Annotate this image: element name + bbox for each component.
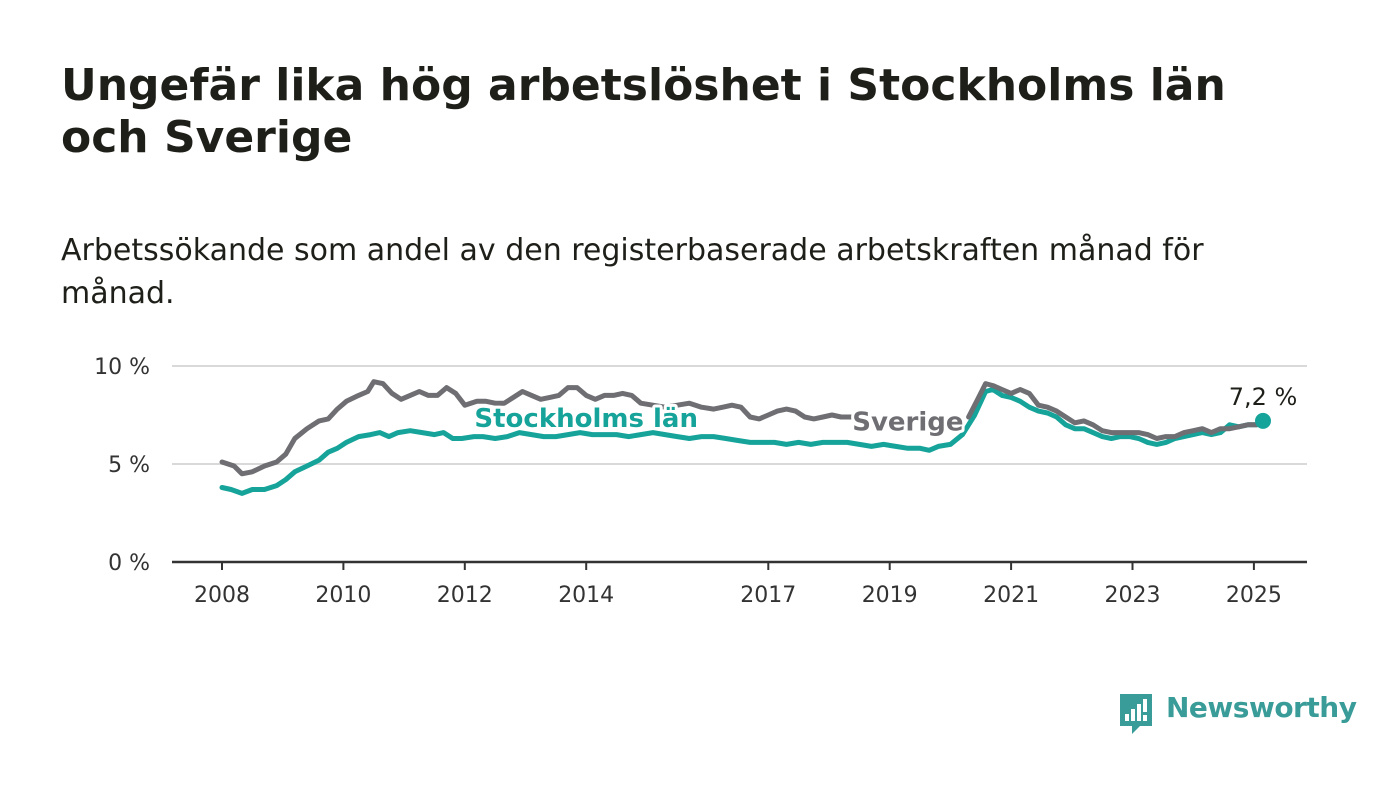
x-tick-label: 2021: [983, 583, 1039, 608]
end-point-marker: [1255, 412, 1272, 429]
series-line-sverige-2: [966, 381, 1266, 441]
x-tick-label: 2019: [862, 583, 918, 608]
series-line-sverige-0: [219, 379, 881, 477]
series-line-stockholms-lan-1: [219, 387, 1266, 496]
x-tick-label: 2014: [558, 583, 614, 608]
series-label-stockholms-lan: Stockholms län: [474, 404, 698, 434]
axes: 0 % 5 % 10 % 2008 2010 2012 2014 2017 2019 2021 20…: [94, 355, 1307, 608]
end-value-label: 7,2 %: [1229, 383, 1298, 411]
newsworthy-logo: Newsworthy: [1118, 690, 1357, 736]
chart-title: Ungefär lika hög arbetslöshet i Stockhol…: [61, 60, 1226, 163]
series-lines: [219, 379, 1266, 496]
annotations: Stockholms län Sverige 7,2 %: [471, 380, 1299, 440]
y-tick-label: 0 %: [108, 551, 150, 576]
x-tick-label: 2025: [1226, 583, 1282, 608]
x-tick-label: 2023: [1105, 583, 1161, 608]
y-tick-label: 10 %: [94, 355, 150, 380]
chart-subtitle: Arbetssökande som andel av den registerb…: [61, 233, 1204, 311]
x-tick-label: 2012: [437, 583, 493, 608]
series-label-sverige: Sverige: [852, 408, 963, 438]
x-tick-label: 2008: [194, 583, 250, 608]
x-tick-label: 2017: [740, 583, 796, 608]
gridlines: [172, 365, 1307, 465]
logo-wordmark: Newsworthy: [1166, 691, 1357, 724]
bar-chart-speech-bubble-icon: [1120, 694, 1152, 734]
y-tick-label: 5 %: [108, 453, 150, 478]
x-tick-label: 2010: [315, 583, 371, 608]
